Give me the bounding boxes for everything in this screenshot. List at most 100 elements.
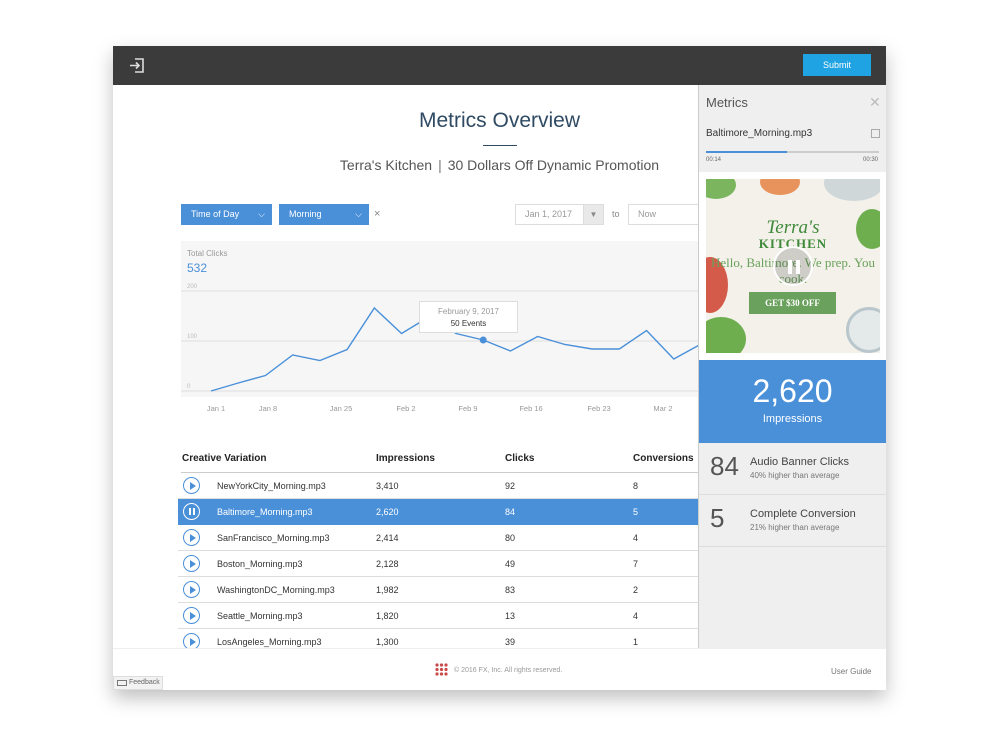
table-row[interactable]: Boston_Morning.mp3 2,128 49 7 xyxy=(178,551,698,577)
exit-icon[interactable] xyxy=(129,57,146,74)
submit-button[interactable]: Submit xyxy=(803,54,871,76)
x-tick-label: Mar 2 xyxy=(653,404,672,413)
chart-title: Total Clicks xyxy=(187,249,228,258)
chart-total-value: 532 xyxy=(187,261,208,275)
table-row[interactable]: Seattle_Morning.mp3 1,820 13 4 xyxy=(178,603,698,629)
stat-label: Audio Banner Clicks xyxy=(750,456,850,468)
start-date-input[interactable]: Jan 1, 2017 xyxy=(515,204,584,225)
dimension-dropdown[interactable]: Time of Day ⌵ xyxy=(181,204,272,225)
audio-progress-bar[interactable] xyxy=(706,151,879,153)
table-header-divider xyxy=(181,472,698,473)
table-row[interactable]: NewYorkCity_Morning.mp3 3,410 92 8 xyxy=(178,473,698,499)
clear-filter-icon[interactable]: × xyxy=(374,208,381,220)
pause-icon[interactable] xyxy=(773,246,813,286)
title-divider xyxy=(483,145,517,146)
stat-sub: 21% higher than average xyxy=(750,523,840,532)
panel-file-name: Baltimore_Morning.mp3 xyxy=(706,128,813,139)
ad-decor-plate xyxy=(846,307,880,353)
subtitle-separator: | xyxy=(438,157,442,173)
line-chart-svg: 0 100 200 Jan 1 Jan 8 Jan 25 Feb 2 Feb 9 Feb 16 F… xyxy=(181,284,698,413)
ad-decor-tomatoes xyxy=(706,257,728,313)
column-header-impressions[interactable]: Impressions xyxy=(376,453,435,464)
table-row[interactable]: WashingtonDC_Morning.mp3 1,982 83 2 xyxy=(178,577,698,603)
table-row[interactable]: LosAngeles_Morning.mp3 1,300 39 1 xyxy=(178,629,698,648)
creative-name-cell: NewYorkCity_Morning.mp3 xyxy=(217,481,326,491)
audio-progress-fill xyxy=(706,151,788,153)
date-to-label: to xyxy=(612,209,620,219)
table-row[interactable]: Baltimore_Morning.mp3 2,620 84 5 xyxy=(178,499,698,525)
stat-audio-banner-clicks: 84 Audio Banner Clicks 40% higher than a… xyxy=(699,443,886,495)
x-tick-label: Jan 25 xyxy=(330,404,353,413)
x-tick-label: Feb 16 xyxy=(519,404,542,413)
banner-ad-preview: Terra's KITCHEN Hello, Baltimore. We pre… xyxy=(706,179,880,353)
main-content: Metrics Overview Terra's Kitchen | 30 Doll… xyxy=(113,85,698,648)
clicks-cell: 83 xyxy=(505,585,516,595)
value-dropdown[interactable]: Morning ⌵ xyxy=(279,204,369,225)
user-guide-link[interactable]: User Guide xyxy=(831,667,872,676)
clicks-cell: 13 xyxy=(505,611,516,621)
play-icon[interactable] xyxy=(183,529,200,546)
play-icon[interactable] xyxy=(183,555,200,572)
column-header-conversions[interactable]: Conversions xyxy=(633,453,694,464)
y-tick-label: 200 xyxy=(187,284,198,290)
play-icon[interactable] xyxy=(183,581,200,598)
impressions-cell: 1,982 xyxy=(376,585,399,595)
audio-time-current: 00:14 xyxy=(706,157,722,163)
x-tick-label: Jan 8 xyxy=(259,404,277,413)
y-tick-label: 100 xyxy=(187,334,198,340)
play-icon[interactable] xyxy=(183,607,200,624)
impressions-card: 2,620 Impressions xyxy=(699,360,886,443)
date-dropdown-icon[interactable]: ▼ xyxy=(583,204,604,225)
stat-complete-conversion: 5 Complete Conversion 21% higher than av… xyxy=(699,495,886,547)
feedback-button[interactable]: Feedback xyxy=(113,676,163,690)
conversions-cell: 1 xyxy=(633,637,639,647)
audio-time-total: 00:30 xyxy=(863,157,879,163)
chevron-down-icon: ⌵ xyxy=(355,209,362,219)
creative-name-cell: Boston_Morning.mp3 xyxy=(217,559,303,569)
external-link-icon[interactable] xyxy=(871,129,880,138)
column-header-creative[interactable]: Creative Variation xyxy=(182,453,267,464)
subtitle-brand: Terra's Kitchen xyxy=(339,157,433,173)
ad-brand-name: KITCHEN xyxy=(758,236,828,251)
chart-tooltip: February 9, 2017 50 Events xyxy=(419,301,518,333)
page-title: Metrics Overview xyxy=(418,109,581,132)
tooltip-events: 50 Events xyxy=(450,319,487,328)
feedback-label: Feedback xyxy=(129,679,160,686)
clicks-cell: 84 xyxy=(505,507,516,517)
x-tick-label: Feb 2 xyxy=(396,404,415,413)
clicks-cell: 92 xyxy=(505,481,516,491)
close-icon[interactable]: ✕ xyxy=(869,94,881,110)
footer: © 2016 FX, Inc. All rights reserved. Use… xyxy=(113,648,886,690)
play-icon[interactable] xyxy=(183,633,200,648)
x-tick-label: Feb 23 xyxy=(587,404,610,413)
creative-name-cell: WashingtonDC_Morning.mp3 xyxy=(217,585,335,595)
column-header-clicks[interactable]: Clicks xyxy=(505,453,535,464)
x-tick-label: Feb 9 xyxy=(458,404,477,413)
ad-cta-button[interactable]: GET $30 OFF xyxy=(749,292,836,314)
pause-icon[interactable] xyxy=(183,503,200,520)
clicks-cell: 39 xyxy=(505,637,516,647)
tooltip-date: February 9, 2017 xyxy=(438,307,499,316)
x-tick-label: Jan 1 xyxy=(207,404,225,413)
data-point[interactable] xyxy=(479,336,487,344)
conversions-cell: 5 xyxy=(633,507,639,517)
copyright-text: © 2016 FX, Inc. All rights reserved. xyxy=(454,667,563,674)
feedback-icon xyxy=(117,680,127,686)
creative-name-cell: LosAngeles_Morning.mp3 xyxy=(217,637,322,647)
conversions-cell: 4 xyxy=(633,611,639,621)
table-row[interactable]: SanFrancisco_Morning.mp3 2,414 80 4 xyxy=(178,525,698,551)
impressions-cell: 2,620 xyxy=(376,507,399,517)
impressions-cell: 2,128 xyxy=(376,559,399,569)
clicks-cell: 80 xyxy=(505,533,516,543)
ad-brand-script: Terra's xyxy=(766,217,820,238)
clicks-chart: 0 100 200 Jan 1 Jan 8 Jan 25 Feb 2 Feb 9 Feb 16 F… xyxy=(181,241,698,413)
creative-name-cell: SanFrancisco_Morning.mp3 xyxy=(217,533,330,543)
stat-label: Complete Conversion xyxy=(750,508,856,520)
conversions-cell: 7 xyxy=(633,559,639,569)
end-date-input[interactable]: Now xyxy=(628,204,698,225)
ad-decor-greens xyxy=(856,209,880,249)
conversions-cell: 8 xyxy=(633,481,639,491)
play-icon[interactable] xyxy=(183,477,200,494)
app-window: Submit Metrics Overview Terra's Kitchen |… xyxy=(113,46,886,690)
clicks-cell: 49 xyxy=(505,559,516,569)
